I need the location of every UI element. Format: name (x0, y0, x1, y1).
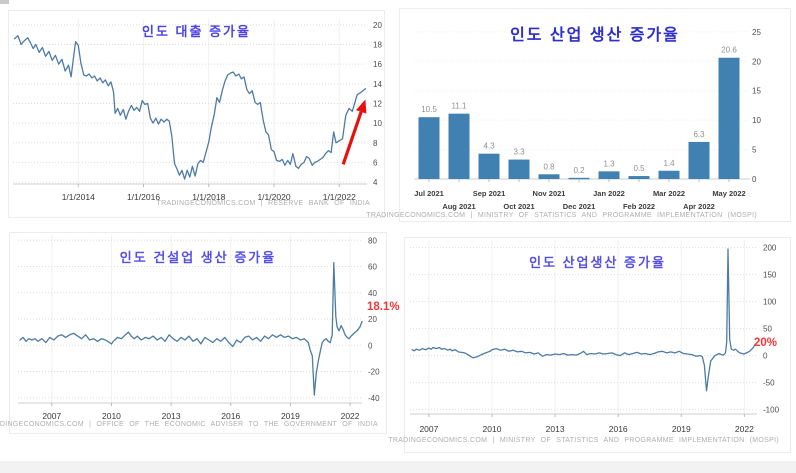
svg-text:2007: 2007 (42, 411, 61, 421)
svg-text:2007: 2007 (419, 424, 438, 434)
svg-text:6: 6 (373, 158, 378, 167)
source-credit-ip-line: TRADINGECONOMICS.COM | MINISTRY OF STATI… (388, 437, 779, 444)
svg-text:2022: 2022 (341, 411, 360, 421)
industrial-production-line-chart-panel: -100 -50 0 50 100 150 200 2007 2010 2013 2016 2019 2… (388, 237, 791, 453)
svg-text:1.4: 1.4 (663, 159, 675, 168)
loan-growth-chart-panel: 4 6 8 10 12 14 16 18 20 1/1/2014 1/1/2016 1/1/2018 1… (8, 10, 385, 218)
svg-text:10: 10 (373, 119, 382, 128)
chart-title-industrial-production-line: 인도 산업생산 증가율 (529, 255, 666, 270)
svg-text:May 2022: May 2022 (712, 189, 745, 198)
svg-text:1/1/2014: 1/1/2014 (62, 192, 95, 202)
svg-text:8: 8 (373, 139, 378, 148)
svg-text:Apr 2022: Apr 2022 (683, 202, 715, 211)
svg-text:2010: 2010 (483, 424, 502, 434)
svg-text:0.5: 0.5 (633, 164, 645, 173)
svg-text:0.2: 0.2 (573, 166, 585, 175)
svg-text:0: 0 (368, 341, 373, 350)
svg-text:Sep 2021: Sep 2021 (473, 189, 506, 198)
svg-text:-100: -100 (763, 406, 780, 415)
svg-text:10.5: 10.5 (421, 105, 437, 114)
svg-text:1.3: 1.3 (603, 159, 615, 168)
svg-text:0.8: 0.8 (543, 162, 555, 171)
chart-title-construction: 인도 건설업 생산 증가율 (119, 250, 277, 265)
svg-text:0: 0 (752, 175, 757, 184)
annotation-20-percent: 20% (754, 337, 778, 349)
svg-text:80: 80 (368, 236, 377, 245)
chart-title-loan-growth: 인도 대출 증가율 (142, 24, 251, 39)
svg-text:16: 16 (373, 60, 382, 69)
svg-text:0: 0 (763, 352, 768, 361)
svg-text:1/1/2018: 1/1/2018 (192, 192, 225, 202)
industrial-production-bar-chart-panel: 0 5 10 15 20 25 10.5 Jul 2021 11.1 Aug 2021 4.3 Sep… (366, 8, 791, 222)
svg-text:10: 10 (752, 116, 761, 125)
industrial-production-line-chart: -100 -50 0 50 100 150 200 2007 2010 2013 2016 2019 2… (410, 240, 780, 434)
svg-text:Jan 2022: Jan 2022 (593, 189, 625, 198)
svg-text:50: 50 (763, 325, 772, 334)
svg-text:5: 5 (752, 146, 757, 155)
svg-text:1/1/2020: 1/1/2020 (257, 192, 290, 202)
svg-text:40: 40 (368, 289, 377, 298)
source-credit-construction: TRADINGECONOMICS.COM | OFFICE OF THE ECO… (0, 421, 378, 428)
svg-text:Mar 2022: Mar 2022 (653, 189, 685, 198)
screen-corner-fragment (0, 0, 9, 4)
svg-text:Aug 2021: Aug 2021 (442, 202, 475, 211)
svg-text:Dec 2021: Dec 2021 (563, 202, 596, 211)
svg-text:20: 20 (368, 315, 377, 324)
svg-text:20: 20 (373, 21, 382, 30)
svg-text:20.6: 20.6 (721, 46, 737, 55)
svg-text:2022: 2022 (735, 424, 754, 434)
construction-output-line-chart: -40 -20 0 20 40 60 80 2007 2010 2013 2016 2019 2022 (18, 235, 380, 421)
svg-text:60: 60 (368, 263, 377, 272)
svg-text:15: 15 (752, 87, 761, 96)
svg-text:100: 100 (763, 298, 777, 307)
svg-text:2019: 2019 (281, 411, 300, 421)
svg-text:4: 4 (373, 178, 378, 187)
svg-text:-40: -40 (368, 394, 380, 403)
svg-text:-20: -20 (368, 368, 380, 377)
svg-text:Oct 2021: Oct 2021 (503, 202, 534, 211)
svg-text:14: 14 (373, 80, 382, 89)
loan-growth-line-chart: 4 6 8 10 12 14 16 18 20 1/1/2014 1/1/2016 1/1/2018 1… (13, 19, 382, 202)
svg-text:200: 200 (763, 244, 777, 253)
svg-text:2016: 2016 (609, 424, 628, 434)
svg-text:18: 18 (373, 41, 382, 50)
bottom-strip (0, 461, 796, 473)
svg-text:2019: 2019 (672, 424, 691, 434)
svg-text:2016: 2016 (221, 411, 240, 421)
svg-text:150: 150 (763, 271, 777, 280)
svg-text:-50: -50 (763, 379, 775, 388)
svg-text:6.3: 6.3 (693, 130, 705, 139)
chart-title-industrial-production-bar: 인도 산업 생산 증가율 (510, 27, 680, 44)
source-credit-loan: TRADINGECONOMICS.COM | RESERVE BANK OF I… (156, 200, 370, 207)
svg-text:2013: 2013 (162, 411, 181, 421)
svg-text:25: 25 (752, 28, 761, 37)
svg-text:Nov 2021: Nov 2021 (533, 189, 566, 198)
svg-text:1/1/2016: 1/1/2016 (127, 192, 160, 202)
svg-text:11.1: 11.1 (452, 102, 468, 111)
svg-text:2013: 2013 (546, 424, 565, 434)
svg-text:3.3: 3.3 (513, 148, 525, 157)
svg-text:12: 12 (373, 99, 382, 108)
svg-text:Jul 2021: Jul 2021 (414, 189, 444, 198)
svg-text:1/1/2022: 1/1/2022 (323, 192, 356, 202)
svg-text:2010: 2010 (102, 411, 121, 421)
svg-text:20: 20 (752, 57, 761, 66)
construction-output-chart-panel: -40 -20 0 20 40 60 80 2007 2010 2013 2016 2019 2022 … (0, 232, 400, 434)
svg-text:Feb 2022: Feb 2022 (623, 202, 655, 211)
source-credit-ip-bar: TRADINGECONOMICS.COM | MINISTRY OF STATI… (366, 212, 757, 219)
svg-text:4.3: 4.3 (483, 142, 495, 151)
industrial-production-bar-chart: 0 5 10 15 20 25 10.5 Jul 2021 11.1 Aug 2021 4.3 Sep… (414, 28, 761, 211)
annotation-18-1-percent: 18.1% (367, 301, 400, 313)
